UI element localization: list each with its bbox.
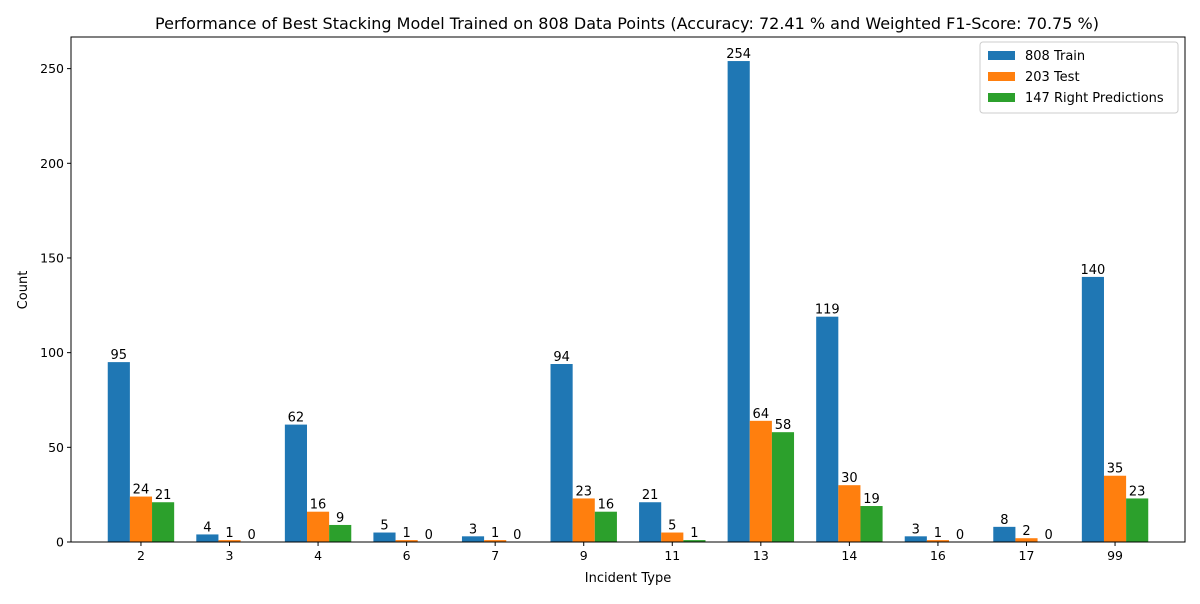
data-label: 16	[310, 498, 327, 513]
bar-808-train-16	[904, 536, 927, 542]
y-tick-label: 150	[40, 250, 64, 265]
y-tick-label: 250	[40, 61, 64, 76]
bar-203-test-13	[749, 420, 772, 542]
legend-entry: 147 Right Predictions	[1025, 91, 1164, 106]
data-label: 0	[425, 528, 433, 543]
legend-swatch	[988, 51, 1015, 60]
bar-203-test-7	[484, 540, 507, 542]
data-label: 4	[203, 520, 211, 535]
bar-203-test-4	[306, 511, 330, 542]
data-label: 21	[155, 488, 172, 503]
bar-808-train-3	[196, 534, 219, 542]
x-tick-label: 99	[1107, 548, 1123, 563]
data-label: 3	[469, 522, 477, 537]
bar-203-test-14	[838, 485, 861, 542]
bar-203-test-99	[1103, 475, 1127, 542]
bar-203-test-17	[1015, 538, 1038, 542]
legend-swatch	[988, 93, 1015, 102]
data-label: 19	[863, 492, 880, 507]
data-label: 5	[380, 519, 388, 534]
legend: 808 Train 203 Test 147 Right Predictions	[979, 41, 1179, 114]
bar-203-test-16	[926, 540, 950, 542]
data-label: 1	[690, 526, 698, 541]
bar-808-train-4	[284, 424, 307, 542]
data-label: 3	[912, 522, 920, 537]
data-label: 0	[1044, 528, 1052, 543]
data-label: 1	[225, 526, 233, 541]
bar-808-train-11	[639, 502, 662, 542]
data-label: 95	[111, 348, 128, 363]
x-tick-label: 6	[403, 548, 411, 563]
x-tick-label: 13	[753, 548, 769, 563]
data-label: 119	[815, 303, 840, 318]
y-tick-label: 200	[40, 156, 64, 171]
bar-808-train-2	[107, 362, 130, 542]
data-label: 58	[775, 418, 792, 433]
bar-808-train-7	[461, 536, 485, 542]
x-tick-label: 7	[491, 548, 499, 563]
bar-203-test-2	[129, 496, 153, 542]
y-tick-label: 0	[56, 535, 64, 550]
bar-147-right-predictions-2	[152, 502, 175, 542]
bar-147-right-predictions-11	[683, 540, 706, 542]
y-axis-label: Count	[16, 271, 31, 310]
x-tick-label: 11	[664, 548, 680, 563]
x-axis-label: Incident Type	[585, 571, 671, 586]
data-label: 140	[1080, 263, 1105, 278]
y-tick-label: 50	[48, 440, 64, 455]
x-tick-label: 4	[314, 548, 322, 563]
data-label: 62	[288, 411, 305, 426]
bar-808-train-6	[373, 532, 396, 542]
data-label: 2	[1022, 524, 1030, 539]
data-label: 35	[1107, 462, 1124, 477]
data-label: 254	[726, 47, 751, 62]
y-tick-label: 100	[40, 345, 64, 360]
data-label: 64	[753, 407, 770, 422]
chart-title: Performance of Best Stacking Model Train…	[155, 14, 1099, 33]
data-label: 16	[598, 498, 615, 513]
data-label: 0	[513, 528, 521, 543]
data-label: 0	[248, 528, 256, 543]
data-label: 1	[934, 526, 942, 541]
legend-entry: 808 Train	[1025, 49, 1085, 64]
bar-808-train-99	[1081, 276, 1104, 542]
bar-203-test-6	[395, 540, 418, 542]
bar-808-train-13	[727, 61, 750, 543]
x-tick-label: 2	[137, 548, 145, 563]
bar-147-right-predictions-9	[594, 511, 617, 542]
bar-808-train-14	[816, 316, 839, 542]
bar-203-test-11	[661, 532, 684, 542]
x-tick-label: 9	[580, 548, 588, 563]
bar-147-right-predictions-99	[1126, 498, 1149, 542]
data-label: 30	[841, 471, 858, 486]
x-tick-label: 14	[841, 548, 857, 563]
data-label: 1	[491, 526, 499, 541]
data-label: 9	[336, 511, 344, 526]
bar-203-test-3	[218, 540, 241, 542]
data-label: 1	[402, 526, 410, 541]
bar-808-train-17	[993, 526, 1016, 542]
bar-808-train-9	[550, 364, 573, 542]
legend-box	[979, 41, 1179, 114]
data-label: 94	[553, 350, 570, 365]
data-label: 23	[575, 484, 592, 499]
data-label: 5	[668, 519, 676, 534]
x-tick-label: 3	[226, 548, 234, 563]
bar-147-right-predictions-13	[771, 432, 795, 542]
x-tick-label: 16	[930, 548, 946, 563]
legend-entry: 203 Test	[1025, 70, 1080, 85]
data-label: 0	[956, 528, 964, 543]
data-label: 21	[642, 488, 659, 503]
bar-147-right-predictions-14	[860, 506, 883, 542]
bar-147-right-predictions-4	[329, 524, 352, 542]
legend-swatch	[988, 72, 1015, 81]
data-label: 24	[133, 483, 150, 498]
data-label: 23	[1129, 484, 1146, 499]
data-label: 8	[1000, 513, 1008, 528]
x-tick-label: 17	[1019, 548, 1035, 563]
axes-frame	[70, 36, 1186, 543]
bar-203-test-9	[572, 498, 595, 542]
